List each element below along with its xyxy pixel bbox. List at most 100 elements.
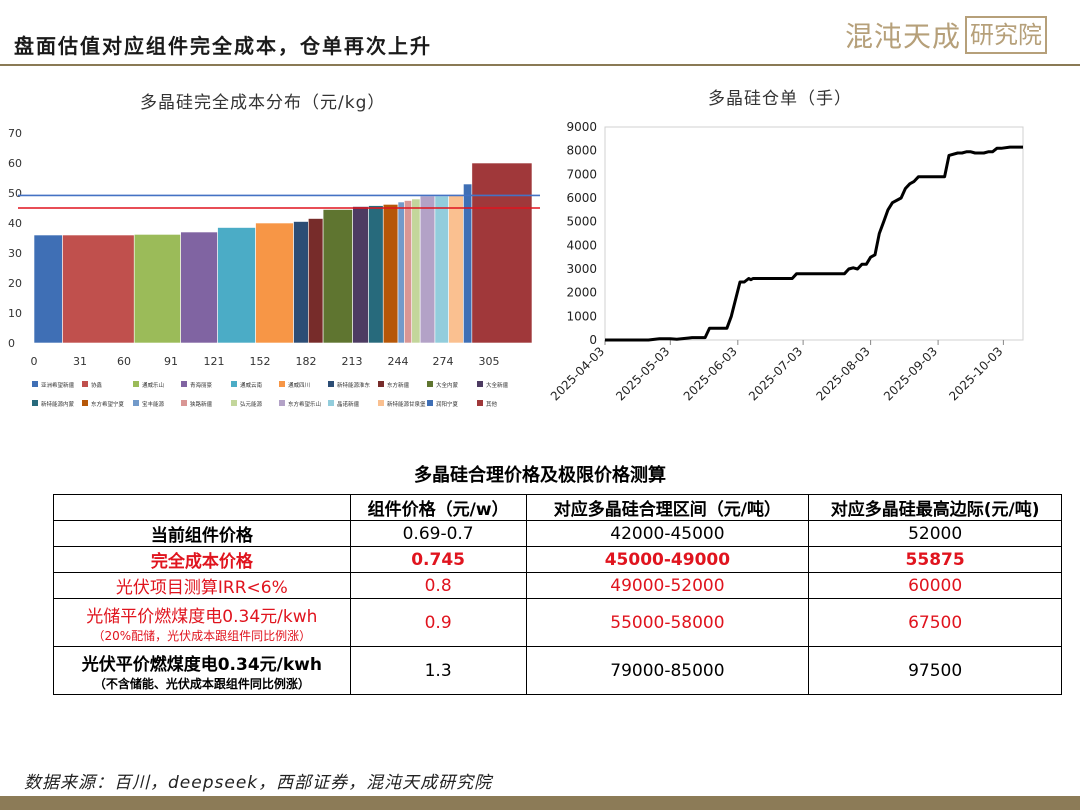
row-label: 当前组件价格 xyxy=(53,520,351,547)
x-tick-label: 305 xyxy=(479,355,500,368)
row-price: 0.8 xyxy=(349,572,527,599)
y-tick-label: 10 xyxy=(8,307,22,320)
table-row: 当前组件价格 0.69-0.7 42000-45000 52000 xyxy=(53,520,1062,547)
warrant-chart-title: 多晶硅仓单（手） xyxy=(708,89,852,109)
y-tick-label: 0 xyxy=(8,337,15,350)
legend-label: 晶诺新疆 xyxy=(337,400,360,408)
row-range: 55000-58000 xyxy=(525,598,810,647)
legend-swatch xyxy=(231,381,237,387)
y-tick-label: 6000 xyxy=(566,191,597,205)
row-max: 97500 xyxy=(808,646,1062,695)
legend-label: 大全新疆 xyxy=(486,381,509,389)
legend-swatch xyxy=(427,381,433,387)
row-note: （20%配储，光伏成本跟组件同比例涨） xyxy=(92,628,312,643)
bar xyxy=(308,218,324,344)
legend-swatch xyxy=(133,381,139,387)
legend-label: 东方希望宁夏 xyxy=(91,400,125,408)
table-row: 光伏项目测算IRR<6% 0.8 49000-52000 60000 xyxy=(53,572,1062,599)
legend-swatch xyxy=(231,400,237,406)
row-max: 52000 xyxy=(808,520,1062,547)
legend-label: 润阳宁夏 xyxy=(436,400,459,408)
logo-text: 混沌天成 xyxy=(845,20,962,53)
y-tick-label: 3000 xyxy=(566,262,597,276)
row-range: 49000-52000 xyxy=(525,572,810,599)
legend-swatch xyxy=(181,400,187,406)
y-tick-label: 7000 xyxy=(566,167,597,181)
x-tick-label: 182 xyxy=(296,355,317,368)
legend-swatch xyxy=(82,400,88,406)
x-tick-label: 2025-06-03 xyxy=(681,344,740,403)
table-header-cell: 组件价格（元/w） xyxy=(349,494,527,521)
bar xyxy=(133,234,181,344)
y-tick-label: 50 xyxy=(8,187,22,200)
warrant-series-line xyxy=(605,145,1023,342)
legend-label: 宝丰能源 xyxy=(142,400,165,408)
table-title: 多晶硅合理价格及极限价格测算 xyxy=(414,465,666,486)
legend-swatch xyxy=(477,400,483,406)
table-row: 完全成本价格 0.745 45000-49000 55875 xyxy=(53,546,1062,573)
x-tick-label: 31 xyxy=(73,355,87,368)
legend-label: 协鑫 xyxy=(91,381,103,389)
bar xyxy=(419,195,436,344)
legend-swatch xyxy=(181,381,187,387)
bar xyxy=(293,221,309,344)
legend-swatch xyxy=(32,400,38,406)
price-calc-table: 组件价格（元/w） 对应多晶硅合理区间（元/吨） 对应多晶硅最高边际(元/吨) … xyxy=(53,494,1062,695)
legend-label: 通威四川 xyxy=(288,381,310,389)
legend-swatch xyxy=(82,381,88,387)
legend-swatch xyxy=(328,400,334,406)
row-label: 光储平价燃煤度电0.34元/kwh xyxy=(86,606,318,627)
legend-label: 弘元能源 xyxy=(240,400,263,408)
legend-label: 大全内蒙 xyxy=(436,381,459,389)
data-source: 数据来源：百川，deepseek，西部证券，混沌天成研究院 xyxy=(24,773,493,793)
brand-logo: 混沌天成 研究院 xyxy=(845,14,1055,56)
table-header-row: 组件价格（元/w） 对应多晶硅合理区间（元/吨） 对应多晶硅最高边际(元/吨) xyxy=(53,494,1062,521)
bar xyxy=(352,206,369,344)
row-range: 45000-49000 xyxy=(525,546,810,573)
legend-label: 新特能源甘泉堡 xyxy=(387,400,426,408)
x-tick-label: 121 xyxy=(204,355,225,368)
table-header-cell: 对应多晶硅合理区间（元/吨） xyxy=(525,494,810,521)
table-header-cell: 对应多晶硅最高边际(元/吨) xyxy=(808,494,1062,521)
row-max: 67500 xyxy=(808,598,1062,647)
plot-frame xyxy=(604,126,1024,341)
bar xyxy=(434,195,449,344)
legend-label: 其他 xyxy=(486,400,498,408)
y-tick-label: 30 xyxy=(8,247,22,260)
bar xyxy=(471,162,533,344)
warrant-line-chart: 0 1000 2000 3000 4000 5000 6000 7000 8000 9000 202… xyxy=(548,120,1024,403)
table-row: 光储平价燃煤度电0.34元/kwh （20%配储，光伏成本跟组件同比例涨） 0.… xyxy=(53,598,1062,647)
bar xyxy=(33,234,63,344)
row-label: 光伏平价燃煤度电0.34元/kwh xyxy=(81,654,322,675)
y-tick-label: 9000 xyxy=(566,120,597,134)
x-tick-label: 2025-09-03 xyxy=(881,344,940,403)
legend-label: 通威乐山 xyxy=(142,381,164,389)
legend-label: 东方希望乐山 xyxy=(288,400,321,408)
row-price: 0.745 xyxy=(349,546,527,573)
y-tick-label: 8000 xyxy=(566,144,597,158)
legend-swatch xyxy=(427,400,433,406)
footer-bar xyxy=(0,796,1080,810)
legend-label: 青海丽豪 xyxy=(190,381,213,389)
bar xyxy=(322,209,353,344)
legend-label: 亚洲希望新疆 xyxy=(41,381,75,389)
bar xyxy=(368,205,384,344)
x-tick-label: 2025-07-03 xyxy=(746,344,805,403)
bar xyxy=(397,201,405,344)
bar xyxy=(448,194,464,344)
x-tick-label: 152 xyxy=(250,355,271,368)
y-tick-label: 60 xyxy=(8,157,22,170)
row-label: 完全成本价格 xyxy=(53,546,351,573)
row-note: （不含储能、光伏成本跟组件同比例涨） xyxy=(93,676,310,691)
y-tick-label: 4000 xyxy=(566,238,597,252)
legend-swatch xyxy=(378,400,384,406)
row-price: 0.9 xyxy=(349,598,527,647)
y-tick-label: 70 xyxy=(8,127,22,140)
x-tick-label: 2025-08-03 xyxy=(814,344,873,403)
bar xyxy=(382,204,399,344)
row-label-cell: 光储平价燃煤度电0.34元/kwh （20%配储，光伏成本跟组件同比例涨） xyxy=(53,598,351,647)
y-tick-label: 2000 xyxy=(566,286,597,300)
legend-label: 新特能源内蒙 xyxy=(41,400,75,408)
x-tick-label: 2025-04-03 xyxy=(548,344,607,403)
table-row: 光伏平价燃煤度电0.34元/kwh （不含储能、光伏成本跟组件同比例涨） 1.3… xyxy=(53,646,1062,695)
